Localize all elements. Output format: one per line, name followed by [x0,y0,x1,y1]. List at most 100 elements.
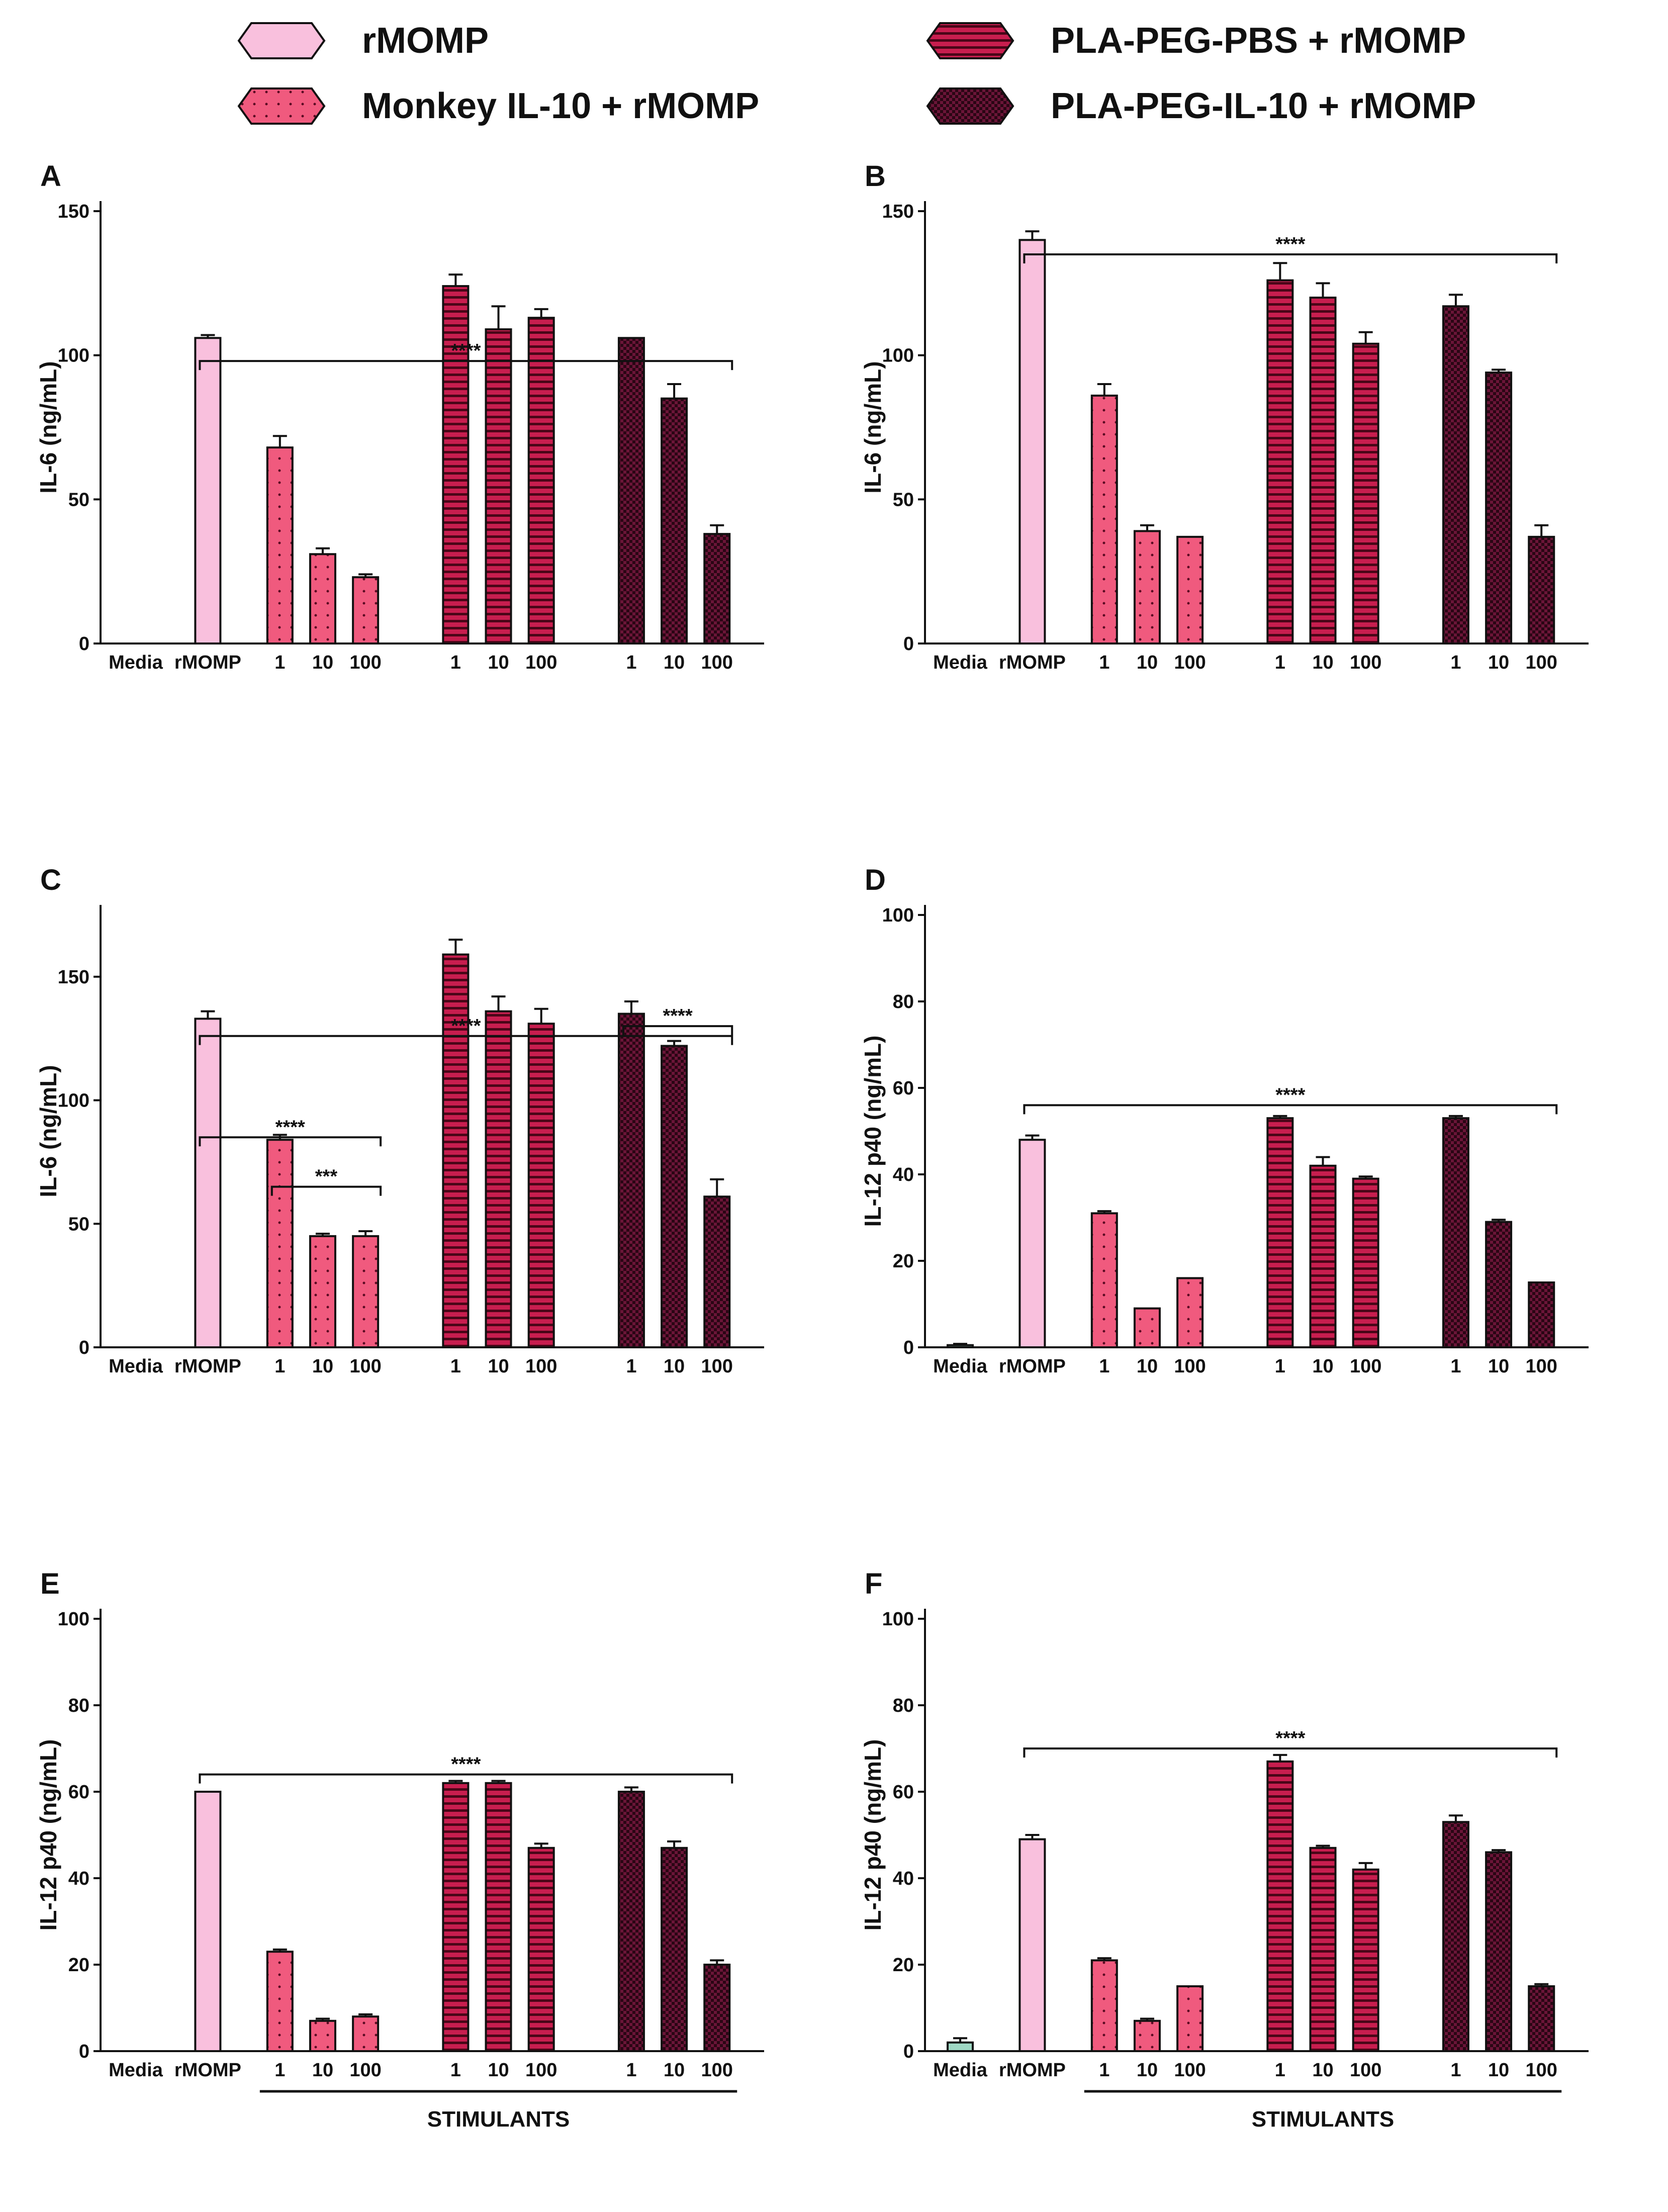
x-tick-label: rMOMP [999,1356,1066,1377]
legend-label-rmomp: rMOMP [362,21,489,61]
x-tick-label: 10 [1137,1356,1158,1377]
significance-bracket [199,1035,733,1045]
x-tick-label: 100 [525,2060,557,2081]
significance-label: **** [451,1016,481,1037]
bar-monkey [1176,535,1204,644]
chart-c-svg: C 0 50 100 150 IL-6 (ng/mL) Media rMOMP 1 10 100 1 1… [35,864,764,1377]
bar-monkey [352,2015,380,2053]
bar-monkey [266,446,294,645]
bar-plail10 [703,1195,731,1348]
bar-plapbs [527,1023,555,1348]
bar-media [947,2041,974,2052]
x-tick-label: rMOMP [174,652,241,673]
panel-letter: A [40,160,61,193]
bar-plail10 [1442,305,1469,644]
y-tick-label: 150 [58,201,89,222]
y-tick-label: 50 [893,489,914,510]
significance-label: **** [1275,1728,1305,1749]
bar-plapbs [1309,1847,1337,2052]
bar-monkey [309,2019,336,2052]
bar-monkey [1176,1277,1204,1349]
y-tick-label: 0 [903,1337,914,1358]
x-tick-label: 10 [312,1356,333,1377]
x-tick-label: 10 [1312,652,1333,673]
chart-panel-d: D 0 20 40 60 80 100 IL-12 p40 (ng/mL) Media rMOMP… [845,855,1649,1508]
x-tick-label: 10 [488,2060,509,2081]
x-tick-label: 1 [1275,652,1285,673]
legend-item-plapbs: PLA-PEG-PBS + rMOMP [925,20,1466,61]
x-tick-label: 10 [1488,1356,1509,1377]
bar-plail10 [703,1964,731,2052]
y-tick-label: 0 [79,2041,89,2062]
legend-item-plail10: PLA-PEG-IL-10 + rMOMP [925,85,1476,127]
x-tick-label: 1 [626,1356,636,1377]
x-tick-label: 1 [1275,2060,1285,2081]
x-tick-label: 1 [1275,1356,1285,1377]
significance-bracket [199,360,733,371]
x-tick-label: 100 [525,652,557,673]
x-tick-label: 1 [274,1356,285,1377]
stimulants-label: STIMULANTS [1252,2107,1395,2132]
bar-rmomp [1018,1139,1046,1348]
significance-bracket [199,1136,382,1147]
x-tick-label: 10 [1312,2060,1333,2081]
x-tick-label: 1 [450,1356,461,1377]
x-tick-label: Media [933,1356,988,1377]
chart-d-svg: D 0 20 40 60 80 100 IL-12 p40 (ng/mL) Media rMOMP… [860,864,1589,1377]
x-tick-label: 100 [1174,1356,1206,1377]
bar-plapbs [1266,1117,1294,1348]
y-axis-label: IL-12 p40 (ng/mL) [35,1739,61,1931]
significance-bracket [622,1025,733,1036]
x-tick-label: 10 [664,2060,685,2081]
significance-bracket [199,1773,733,1784]
x-tick-label: 1 [450,2060,461,2081]
bar-plail10 [617,1791,645,2052]
bar-plail10 [1528,535,1555,644]
bar-plail10 [1528,1985,1555,2052]
legend-item-rmomp: rMOMP [236,20,489,61]
bar-plail10 [617,337,645,644]
x-tick-label: 100 [1174,2060,1206,2081]
x-tick-label: 1 [626,652,636,673]
bar-plapbs [1266,279,1294,645]
bar-plail10 [661,1847,688,2052]
bar-rmomp [194,1018,222,1348]
significance-label: **** [1275,234,1305,255]
x-tick-label: 100 [349,2060,381,2081]
x-tick-label: 100 [1526,2060,1557,2081]
legend-swatch-plapbs [926,22,1014,59]
x-tick-label: 100 [701,1356,733,1377]
bar-plapbs [442,1782,470,2052]
y-tick-label: 0 [79,633,89,655]
bar-monkey [309,553,336,644]
bar-plail10 [617,1012,645,1349]
x-tick-label: 10 [488,1356,509,1377]
y-tick-label: 40 [68,1868,89,1889]
stimulants-label: STIMULANTS [427,2107,570,2132]
x-tick-label: Media [933,2060,988,2081]
x-tick-label: rMOMP [174,2060,241,2081]
y-tick-label: 150 [58,967,89,988]
y-tick-label: 20 [893,1955,914,1976]
bar-monkey [352,576,380,645]
bar-monkey [1133,1307,1161,1348]
bar-monkey [1176,1985,1204,2052]
x-tick-label: 10 [312,652,333,673]
bar-monkey [1133,530,1161,645]
y-tick-label: 80 [893,991,914,1012]
bar-rmomp [1018,1838,1046,2052]
bar-plail10 [1442,1821,1469,2052]
significance-label: **** [1275,1084,1305,1105]
y-tick-label: 40 [893,1868,914,1889]
chart-b-svg: B 0 50 100 150 IL-6 (ng/mL) Media rMOMP 1 10 100 1 1… [860,160,1589,673]
bar-plail10 [1485,1221,1513,1348]
x-tick-label: 100 [1350,1356,1381,1377]
y-tick-label: 100 [58,345,89,366]
x-tick-label: 1 [274,652,285,673]
y-tick-label: 0 [903,633,914,655]
bar-monkey [1090,1959,1118,2053]
significance-label: *** [315,1166,338,1187]
legend-label-plapbs: PLA-PEG-PBS + rMOMP [1051,21,1466,61]
x-tick-label: 100 [701,2060,733,2081]
bar-plapbs [485,328,512,645]
